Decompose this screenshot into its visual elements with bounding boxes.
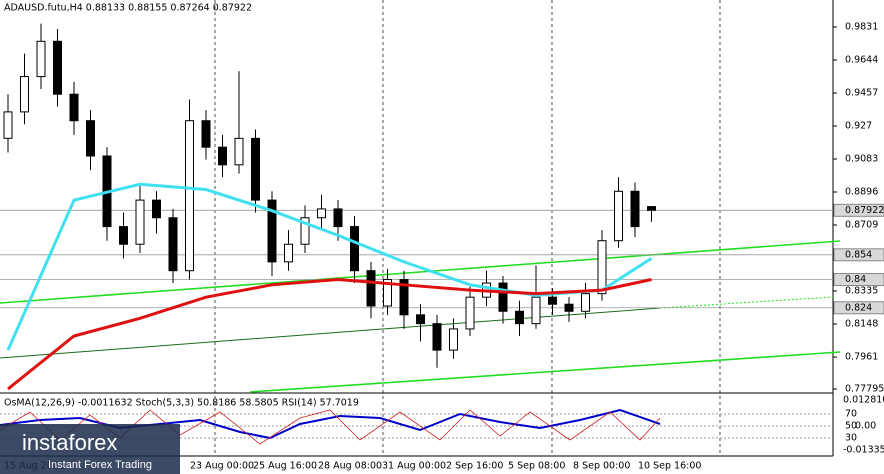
stoch-line [0,409,661,445]
candle-body [449,328,458,351]
candle-body [647,206,656,211]
level-label: 0.84 [845,274,866,285]
y-tick-label: 0.8148 [845,318,878,329]
candle-body [333,208,343,228]
candle-body [20,76,29,113]
candle-body [399,279,409,316]
candle-body [366,270,376,307]
candle-body [53,40,62,95]
candle-body [548,296,557,305]
x-tick-label: 5 Sep 08:00 [508,461,565,472]
y-tick-label: 0.9083 [845,153,878,164]
moving-average [7,278,652,391]
candle-body [135,199,145,245]
candle-body [350,226,359,272]
y-tick-label: 0.77795 [845,384,884,395]
candle-body [498,282,508,312]
candle-body [251,137,260,201]
watermark-box [0,424,180,474]
candle-body [234,137,244,166]
trend-line [249,351,841,393]
y-tick-label: 0.927 [845,120,872,131]
candle-body [581,293,590,312]
y-tick-label: 0.8335 [845,285,878,296]
candle-body [218,146,227,166]
candle-body [614,190,623,242]
level-label-box [833,273,884,287]
trend-line [0,307,661,359]
candle-body [267,199,277,263]
candle-body [69,93,79,122]
y-tick-label: 0.9831 [845,21,878,32]
candle-body [432,323,442,351]
candle-body [36,40,46,78]
candle-body [185,120,194,272]
candle-body [300,217,310,245]
level-label: 0.854 [845,249,872,260]
level-label: 0.87922 [845,205,884,216]
candle-body [515,310,524,325]
x-tick-label: 31 Aug 00:00 [382,461,446,472]
y-tick-label: 0.9457 [845,87,878,98]
indicator-axis-label: 30 [845,433,857,444]
trend-lines [0,240,841,393]
period-separators [214,0,721,456]
candle-body [201,120,211,148]
y-tick-label: 0.9644 [845,54,878,65]
level-label-box [833,248,884,262]
indicator-axis-label: 50 [845,421,857,432]
candle-body [383,279,392,307]
candle-body [630,190,640,228]
x-tick-label: 23 Aug 00:00 [190,461,254,472]
level-label: 0.824 [845,302,872,313]
level-label-box [833,301,884,315]
candle-body [86,120,95,157]
indicator-axis-label: -0.013358 [843,445,884,456]
candle-body [168,217,178,272]
x-tick-label: 10 Sep 16:00 [638,461,701,472]
candle-body [119,226,128,245]
candle-body [465,296,475,330]
candle-body [564,303,574,312]
indicator-title: OsMA(12,26,9) -0.0011632 Stoch(5,3,3) 50… [4,398,359,409]
y-tick-label: 0.8709 [845,219,878,230]
x-tick-label: 2 Sep 16:00 [446,461,503,472]
candle-body [317,208,326,219]
indicator-axis-label: 0.012810 [843,395,884,406]
candle-body [152,199,161,219]
watermark-sub: Instant Forex Trading [48,459,152,471]
watermark: instaforex [22,430,117,455]
level-label-box [833,203,884,217]
x-tick-label: 28 Aug 08:00 [318,461,382,472]
candle-body [531,296,541,325]
y-tick-label: 0.7961 [845,351,878,362]
x-tick-label: 25 Aug 16:00 [253,461,317,472]
candle-body [416,314,425,325]
candle-body [3,111,13,139]
chart-title: ADAUSD.futu,H4 0.88133 0.88155 0.87264 0… [4,3,252,14]
indicator-axis-label: 0.00 [855,421,876,432]
candle-body [284,243,293,263]
indicator-axis-label: 70 [845,409,857,420]
trend-line [659,296,834,309]
candle-body [597,240,607,295]
y-tick-label: 0.8896 [845,186,878,197]
trend-line [0,240,841,304]
x-tick-label: 8 Sep 00:00 [573,461,630,472]
